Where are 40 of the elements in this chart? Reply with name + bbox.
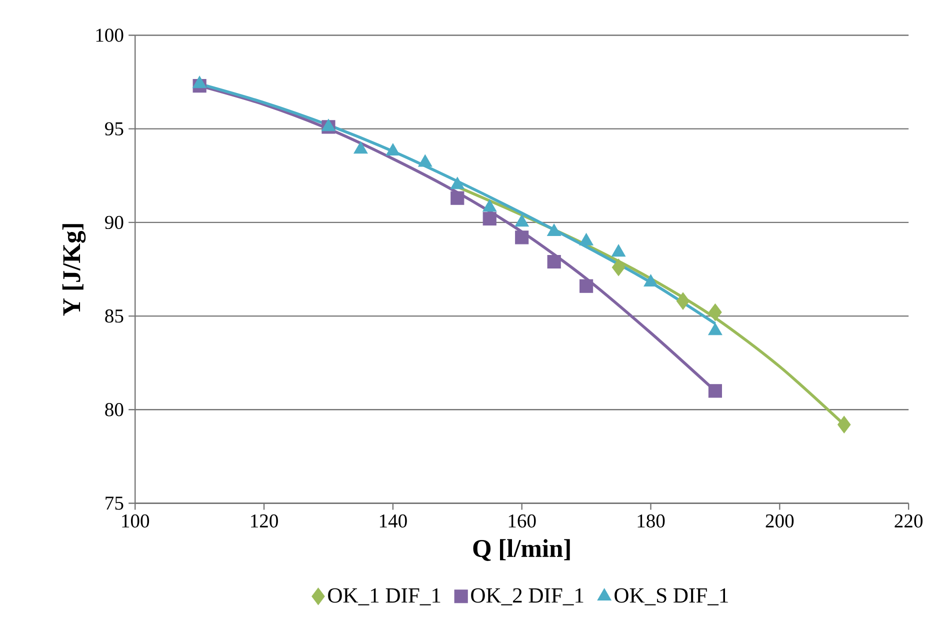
y-axis-title: Y [J/Kg]: [62, 224, 86, 316]
y-tick-label: 90: [105, 216, 124, 229]
point: [547, 223, 562, 236]
y-tick-label: 85: [105, 309, 124, 322]
y-tick-label: 100: [96, 28, 124, 42]
point: [611, 244, 626, 256]
y-tick-label: 80: [105, 402, 124, 416]
point: [708, 322, 722, 335]
x-axis-title: Q [l/min]: [473, 538, 570, 561]
point: [708, 384, 722, 398]
x-tick-label: 120: [251, 514, 278, 528]
legend-label: OK_S DIF_1: [614, 588, 728, 606]
point: [547, 254, 561, 268]
point: [321, 118, 336, 131]
point: [450, 176, 464, 189]
point: [515, 230, 529, 244]
point: [676, 292, 690, 310]
point: [192, 76, 207, 88]
point: [644, 274, 658, 286]
point: [482, 199, 497, 212]
y-tick-label: 75: [106, 496, 124, 510]
point: [580, 279, 594, 293]
point: [612, 258, 626, 276]
point: [418, 154, 432, 166]
x-tick-label: 220: [894, 514, 923, 528]
x-tick-label: 100: [122, 514, 150, 528]
point: [482, 212, 496, 226]
x-tick-label: 180: [638, 514, 665, 528]
x-tick-label: 200: [766, 514, 794, 528]
point: [579, 232, 594, 246]
x-tick-label: 140: [380, 514, 407, 528]
legend-label: OK_1 DIF_1: [328, 588, 440, 606]
point: [514, 214, 529, 226]
point: [838, 416, 851, 434]
point: [708, 303, 722, 321]
point: [386, 143, 400, 156]
point: [354, 141, 368, 154]
legend-label: OK_2 DIF_1: [471, 588, 584, 606]
x-tick-label: 160: [508, 514, 536, 528]
y-tick-label: 95: [105, 122, 124, 136]
